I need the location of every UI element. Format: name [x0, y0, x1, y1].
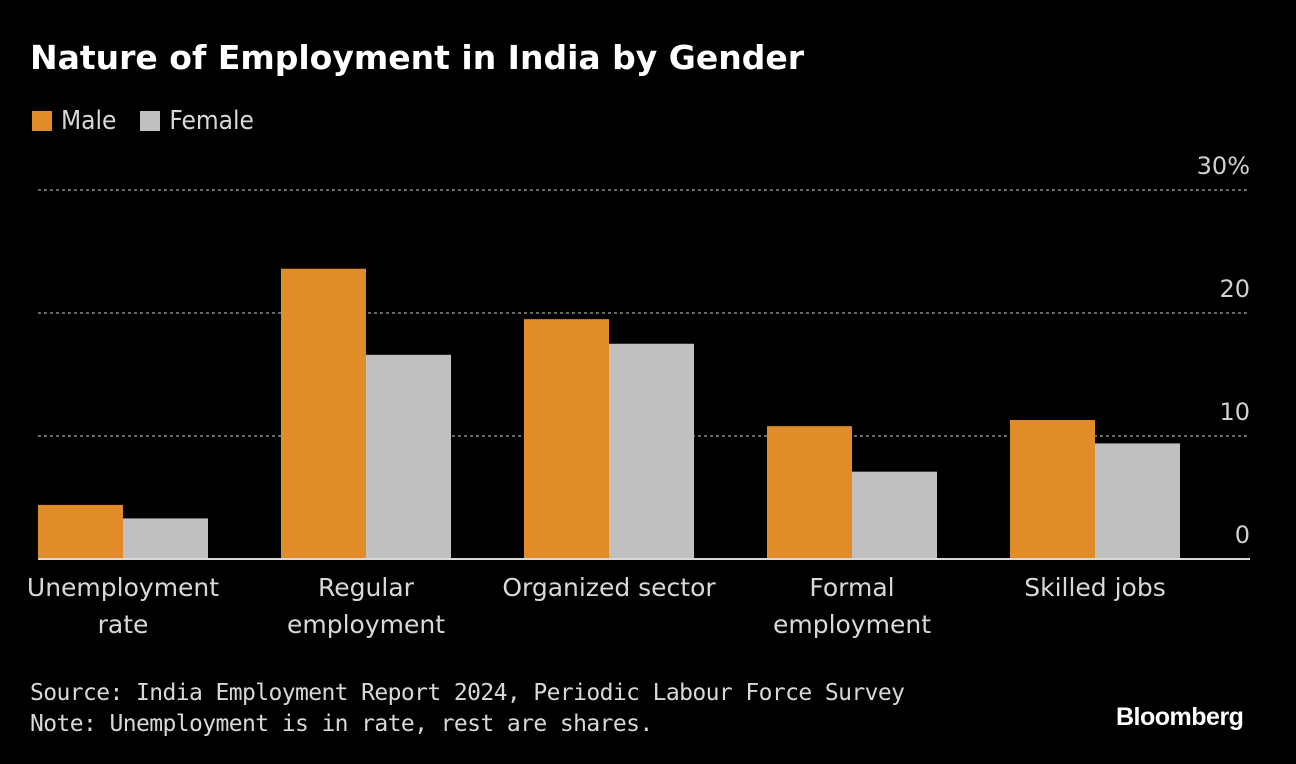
x-tick-label-3-0: Formal — [809, 573, 894, 602]
bar-male-2 — [524, 319, 609, 559]
legend-label-male: Male — [61, 106, 117, 136]
bar-female-3 — [852, 471, 937, 559]
legend-swatch-female — [140, 111, 161, 131]
source-text: Source: India Employment Report 2024, Pe… — [30, 680, 905, 706]
x-tick-label-1-1: employment — [287, 610, 445, 639]
y-tick-label-30: 30% — [1197, 152, 1250, 180]
bar-male-1 — [281, 268, 366, 559]
bar-male-4 — [1010, 420, 1095, 559]
bar-female-0 — [123, 518, 208, 559]
bar-female-4 — [1095, 443, 1180, 559]
x-tick-label-0-1: rate — [98, 610, 149, 639]
x-tick-label-4-0: Skilled jobs — [1024, 573, 1166, 602]
legend-swatch-male — [32, 111, 52, 131]
x-tick-label-0-0: Unemployment — [27, 573, 219, 602]
chart-title: Nature of Employment in India by Gender — [30, 38, 805, 77]
legend-item-female: Female — [140, 106, 254, 136]
x-tick-label-1-0: Regular — [318, 573, 415, 602]
y-tick-label-0: 0 — [1235, 521, 1250, 549]
note-text: Note: Unemployment is in rate, rest are … — [30, 711, 653, 737]
legend-item-male: Male — [32, 106, 116, 136]
bloomberg-logo: Bloomberg — [1116, 703, 1244, 731]
x-tick-label-2-0: Organized sector — [502, 573, 716, 602]
bar-male-0 — [38, 504, 123, 559]
y-tick-label-10: 10 — [1219, 398, 1250, 426]
footnote: Source: India Employment Report 2024, Pe… — [30, 678, 905, 740]
bar-female-2 — [609, 343, 694, 559]
x-tick-label-3-1: employment — [773, 610, 931, 639]
bar-male-3 — [767, 426, 852, 559]
y-tick-label-20: 20 — [1219, 275, 1250, 303]
legend-label-female: Female — [169, 106, 254, 136]
bar-female-1 — [366, 354, 451, 559]
legend: Male Female — [32, 106, 278, 136]
